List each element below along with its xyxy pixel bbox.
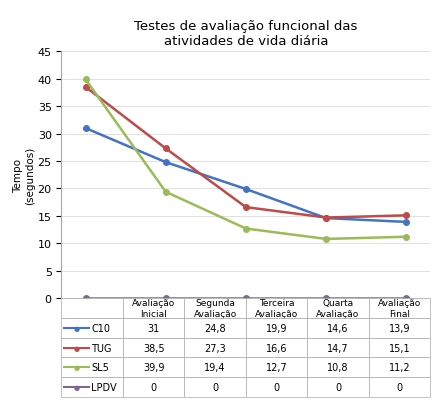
LPDV <box>403 296 408 301</box>
SL5 <box>323 237 328 242</box>
Line: LPDV: LPDV <box>82 296 408 301</box>
SL5 <box>162 190 168 194</box>
Text: C10: C10 <box>91 323 110 333</box>
Text: LPDV: LPDV <box>91 382 117 392</box>
TUG <box>243 205 248 210</box>
Title: Testes de avaliação funcional das
atividades de vida diária: Testes de avaliação funcional das ativid… <box>134 20 357 48</box>
Text: SL5: SL5 <box>91 363 109 373</box>
LPDV <box>243 296 248 301</box>
Line: C10: C10 <box>82 126 408 225</box>
LPDV <box>162 296 168 301</box>
C10 <box>243 187 248 192</box>
Text: ●: ● <box>73 325 79 331</box>
Y-axis label: Tempo
(segundos): Tempo (segundos) <box>13 146 35 205</box>
C10 <box>323 216 328 221</box>
LPDV <box>323 296 328 301</box>
Text: TUG: TUG <box>91 343 112 353</box>
LPDV <box>83 296 88 301</box>
C10 <box>403 220 408 225</box>
SL5 <box>243 227 248 231</box>
Text: ●: ● <box>73 365 79 371</box>
TUG <box>83 85 88 90</box>
C10 <box>83 126 88 131</box>
Line: TUG: TUG <box>82 85 408 221</box>
SL5 <box>403 235 408 239</box>
TUG <box>162 147 168 152</box>
TUG <box>403 213 408 218</box>
SL5 <box>83 78 88 83</box>
C10 <box>162 160 168 165</box>
Text: ●: ● <box>73 345 79 351</box>
TUG <box>323 216 328 221</box>
Line: SL5: SL5 <box>82 77 408 242</box>
Text: ●: ● <box>73 384 79 390</box>
